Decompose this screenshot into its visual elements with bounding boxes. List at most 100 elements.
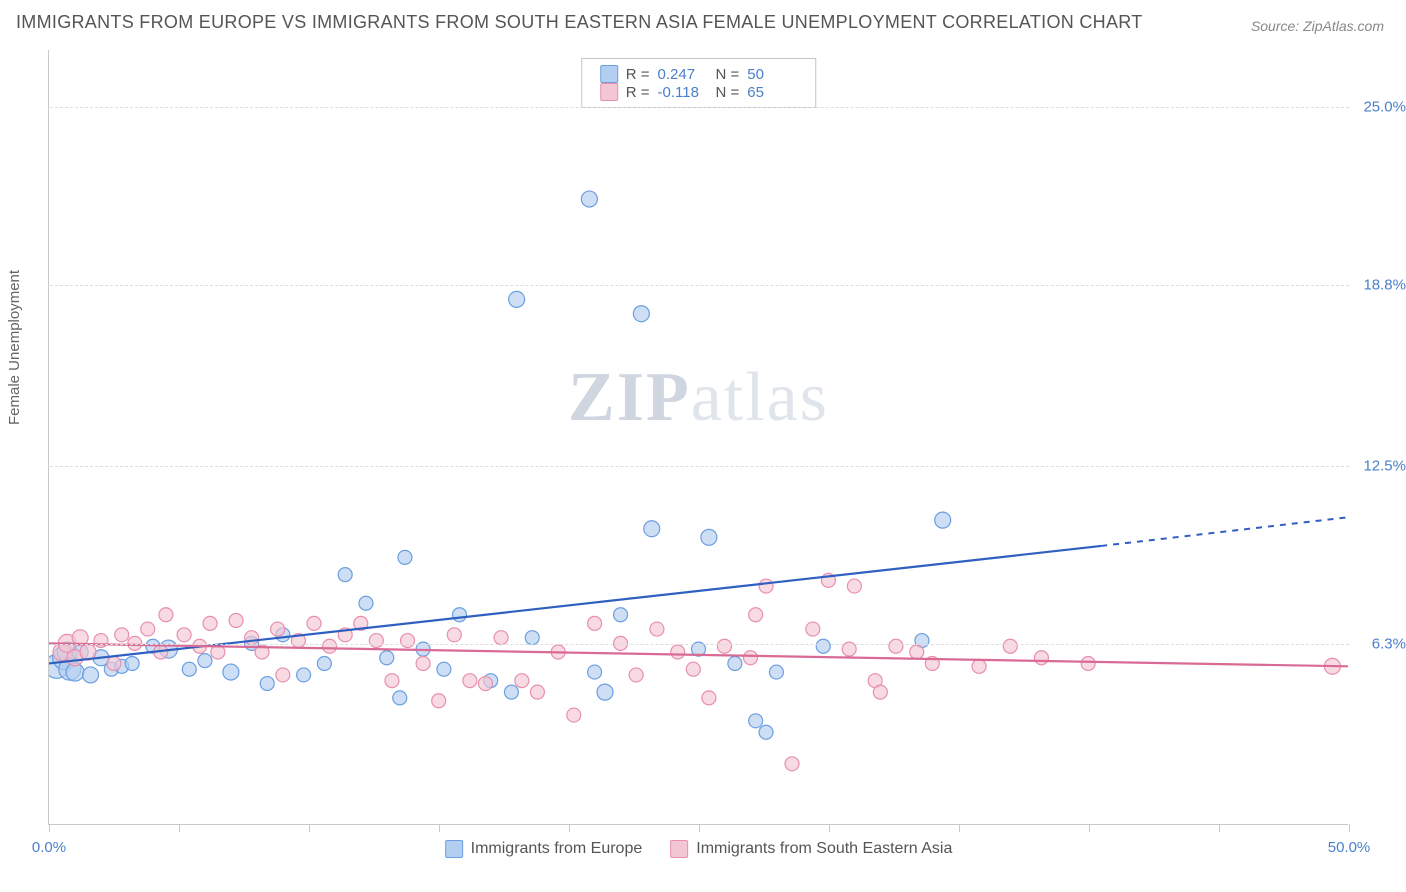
gridline [50,285,1349,286]
data-point [728,656,742,670]
x-tick [829,824,830,832]
data-point [177,628,191,642]
data-point [393,691,407,705]
data-point [743,651,757,665]
data-point [432,694,446,708]
x-tick-label: 0.0% [32,839,66,856]
data-point [317,656,331,670]
data-point [297,668,311,682]
gridline [50,107,1349,108]
x-tick [1349,824,1350,832]
data-point [597,684,613,700]
data-point [447,628,461,642]
data-point [785,757,799,771]
data-point [515,674,529,688]
data-point [229,613,243,627]
data-point [416,656,430,670]
data-point [671,645,685,659]
data-point [769,665,783,679]
data-point [401,634,415,648]
data-point [159,608,173,622]
data-point [271,622,285,636]
data-point [525,631,539,645]
n-value-seasia: 65 [747,84,797,101]
data-point [338,568,352,582]
x-tick [309,824,310,832]
data-point [478,677,492,691]
x-tick [179,824,180,832]
data-point [203,616,217,630]
data-point [873,685,887,699]
data-point [614,608,628,622]
x-tick [439,824,440,832]
scatter-svg [49,50,1348,824]
data-point [759,725,773,739]
data-point [385,674,399,688]
data-point [588,616,602,630]
data-point [452,608,466,622]
n-value-europe: 50 [747,66,797,83]
data-point [260,677,274,691]
source-attribution: Source: ZipAtlas.com [1251,18,1384,34]
data-point [588,665,602,679]
data-point [629,668,643,682]
data-point [1034,651,1048,665]
data-point [644,521,660,537]
data-point [323,639,337,653]
x-tick [1089,824,1090,832]
trend-line-extrapolated [1101,517,1348,546]
data-point [504,685,518,699]
stat-row-series-1: R = 0.247 N = 50 [600,65,798,83]
data-point [847,579,861,593]
data-point [307,616,321,630]
gridline [50,644,1349,645]
r-value-europe: 0.247 [658,66,708,83]
data-point [972,659,986,673]
data-point [369,634,383,648]
data-point [398,550,412,564]
x-tick [699,824,700,832]
legend-swatch-seasia [670,840,688,858]
data-point [380,651,394,665]
data-point [107,656,121,670]
data-point [581,191,597,207]
data-point [749,608,763,622]
data-point [702,691,716,705]
data-point [359,596,373,610]
data-point [910,645,924,659]
r-value-seasia: -0.118 [658,84,708,101]
data-point [463,674,477,688]
correlation-stats-box: R = 0.247 N = 50 R = -0.118 N = 65 [581,58,817,108]
data-point [437,662,451,676]
legend-item-europe: Immigrants from Europe [445,840,643,858]
data-point [816,639,830,653]
legend-swatch-europe [445,840,463,858]
data-point [141,622,155,636]
data-point [717,639,731,653]
swatch-seasia [600,83,618,101]
stat-row-series-2: R = -0.118 N = 65 [600,83,798,101]
x-tick [569,824,570,832]
data-point [889,639,903,653]
y-tick-label: 6.3% [1372,636,1406,653]
data-point [245,631,259,645]
data-point [1081,656,1095,670]
chart-plot-area: ZIPatlas R = 0.247 N = 50 R = -0.118 N =… [48,50,1348,825]
chart-title: IMMIGRANTS FROM EUROPE VS IMMIGRANTS FRO… [16,12,1143,33]
data-point [1003,639,1017,653]
data-point [567,708,581,722]
legend-bottom: Immigrants from Europe Immigrants from S… [445,840,953,858]
data-point [806,622,820,636]
y-tick-label: 12.5% [1363,458,1406,475]
x-tick-label: 50.0% [1328,839,1371,856]
data-point [686,662,700,676]
swatch-europe [600,65,618,83]
data-point [749,714,763,728]
data-point [759,579,773,593]
legend-item-seasia: Immigrants from South Eastern Asia [670,840,952,858]
data-point [650,622,664,636]
x-tick [959,824,960,832]
legend-label-seasia: Immigrants from South Eastern Asia [696,840,952,858]
y-tick-label: 18.8% [1363,277,1406,294]
x-tick [49,824,50,832]
